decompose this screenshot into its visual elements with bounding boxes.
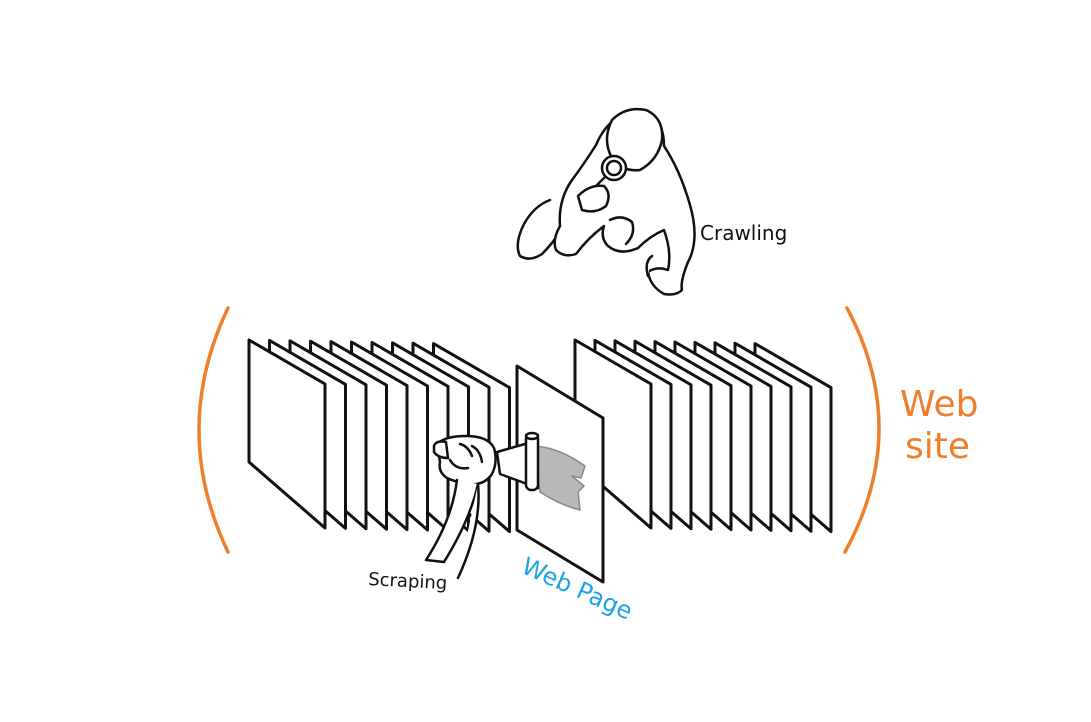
website-left-bracket bbox=[197, 306, 230, 554]
left-stack-sheet bbox=[247, 338, 327, 530]
scraping-label: Scraping bbox=[368, 569, 448, 594]
crawling-person-with-magnifier-icon bbox=[516, 107, 696, 296]
crawling-label: Crawling bbox=[700, 221, 787, 245]
left-page-stack bbox=[247, 338, 511, 534]
web-site-label-line2: site bbox=[905, 426, 970, 467]
web-site-label-line1: Web bbox=[900, 384, 979, 425]
right-page-stack bbox=[573, 338, 833, 534]
website-right-bracket bbox=[843, 306, 881, 554]
hand-scraping-icon bbox=[424, 431, 540, 580]
scraped-content-sheet bbox=[534, 445, 586, 511]
